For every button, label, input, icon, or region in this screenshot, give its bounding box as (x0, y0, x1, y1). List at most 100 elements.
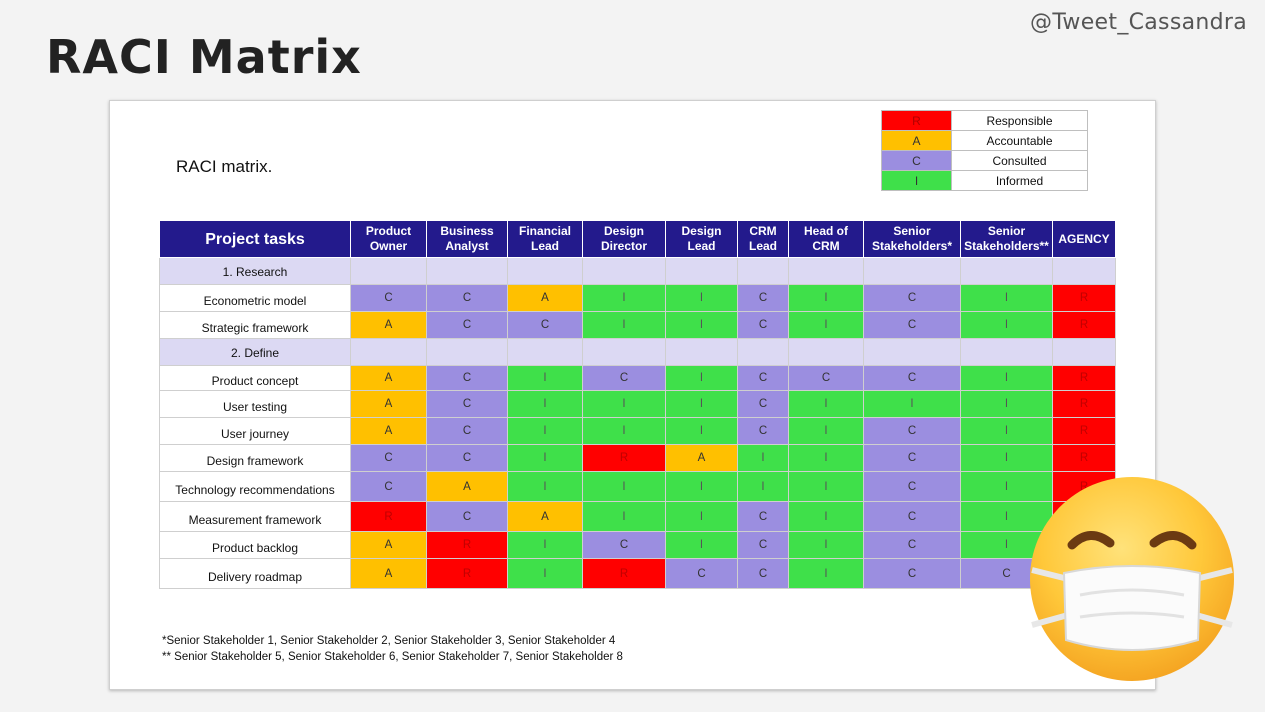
twitter-handle: @Tweet_Cassandra (1030, 10, 1247, 35)
raci-cell: C (737, 365, 789, 391)
raci-cell: I (788, 558, 864, 589)
column-header-line: Lead (748, 239, 777, 253)
raci-cell: I (960, 501, 1053, 532)
raci-cell: I (960, 444, 1053, 472)
task-name: Technology recommendations (159, 471, 351, 502)
raci-cell: C (863, 284, 961, 312)
raci-cell: A (350, 531, 427, 559)
footnotes: *Senior Stakeholder 1, Senior Stakeholde… (162, 633, 623, 665)
raci-legend: R Responsible A Accountable C Consulted I Infor… (881, 110, 1088, 191)
raci-cell: C (582, 365, 666, 391)
section-empty-cell (788, 338, 864, 366)
section-empty-cell (737, 338, 789, 366)
raci-cell: I (960, 311, 1053, 339)
raci-cell: R (426, 558, 508, 589)
column-header-line: Senior (987, 224, 1026, 238)
column-header: Business Analyst (426, 220, 508, 258)
footnote-2: ** Senior Stakeholder 5, Senior Stakehol… (162, 651, 623, 663)
raci-cell: I (665, 284, 738, 312)
raci-cell: I (960, 284, 1053, 312)
section-label: 2. Define (159, 338, 351, 366)
section-empty-cell (582, 257, 666, 285)
legend-label: Responsible (951, 110, 1088, 131)
raci-cell: I (788, 471, 864, 502)
section-empty-cell (350, 257, 427, 285)
column-header: Head of CRM (788, 220, 864, 258)
section-label: 1. Research (159, 257, 351, 285)
raci-cell: C (426, 390, 508, 418)
table-row: Design framework C C I R A I I C I R (159, 444, 1116, 472)
task-name: Design framework (159, 444, 351, 472)
raci-cell: I (665, 501, 738, 532)
raci-cell: R (350, 501, 427, 532)
legend-code: I (881, 170, 952, 191)
column-header-line: Director (600, 239, 647, 253)
raci-cell: I (665, 531, 738, 559)
column-header-line: Design (681, 224, 722, 238)
column-header: Financial Lead (507, 220, 583, 258)
raci-cell: C (788, 365, 864, 391)
raci-cell: I (582, 284, 666, 312)
raci-cell: R (1052, 284, 1116, 312)
table-row: Technology recommendations C A I I I I I C I R (159, 471, 1116, 502)
section-row: 1. Research (159, 257, 1116, 285)
column-header-project-tasks: Project tasks (159, 220, 351, 258)
raci-cell: C (350, 471, 427, 502)
raci-cell: R (1052, 444, 1116, 472)
legend-label: Informed (951, 170, 1088, 191)
raci-cell: A (350, 558, 427, 589)
raci-cell: C (737, 417, 789, 445)
table-row: Measurement frameworkRCAIICICIR (159, 501, 1116, 532)
column-header-line: Design (603, 224, 644, 238)
legend-label: Consulted (951, 150, 1088, 171)
raci-document-card: RACI matrix. R Responsible A Accountable C Co… (109, 100, 1156, 690)
raci-cell: I (507, 365, 583, 391)
raci-cell: C (426, 365, 508, 391)
section-empty-cell (863, 257, 961, 285)
task-name: Delivery roadmap (159, 558, 351, 589)
raci-cell: I (960, 417, 1053, 445)
column-header-line: Stakeholders* (871, 239, 953, 253)
raci-cell: C (737, 501, 789, 532)
document-title: RACI matrix. (176, 157, 273, 176)
raci-cell: R (1052, 365, 1116, 391)
legend-row-accountable: A Accountable (881, 130, 1088, 151)
column-header-line: CRM (812, 239, 840, 253)
section-empty-cell (350, 338, 427, 366)
column-header: Design Director (582, 220, 666, 258)
column-header: Design Lead (665, 220, 738, 258)
raci-cell: I (582, 311, 666, 339)
column-header-line: AGENCY (1058, 231, 1110, 246)
raci-cell: A (350, 417, 427, 445)
section-empty-cell (960, 257, 1053, 285)
legend-row-responsible: R Responsible (881, 110, 1088, 131)
section-empty-cell (737, 257, 789, 285)
column-header-line: Stakeholders** (964, 239, 1049, 253)
section-empty-cell (863, 338, 961, 366)
section-empty-cell (960, 338, 1053, 366)
task-name: Product concept (159, 365, 351, 391)
raci-cell: C (863, 531, 961, 559)
raci-cell: A (507, 501, 583, 532)
table-row: User journey A C I I I C I C I R (159, 417, 1116, 445)
section-empty-cell (788, 257, 864, 285)
raci-cell: I (507, 558, 583, 589)
raci-cell: I (788, 417, 864, 445)
raci-cell: C (350, 444, 427, 472)
table-row: User testing A C I I I C I I I R (159, 390, 1116, 418)
raci-cell: C (426, 444, 508, 472)
legend-row-consulted: C Consulted (881, 150, 1088, 171)
raci-cell: C (582, 531, 666, 559)
raci-cell: A (665, 444, 738, 472)
raci-cell: I (582, 471, 666, 502)
task-name: User testing (159, 390, 351, 418)
raci-cell: I (737, 471, 789, 502)
raci-cell: I (788, 311, 864, 339)
column-header-line: CRM (749, 224, 777, 238)
raci-cell: A (350, 311, 427, 339)
raci-cell: I (788, 444, 864, 472)
column-header-line: Business (440, 224, 494, 238)
raci-cell: C (737, 390, 789, 418)
column-header: Product Owner (350, 220, 427, 258)
raci-cell: I (788, 501, 864, 532)
